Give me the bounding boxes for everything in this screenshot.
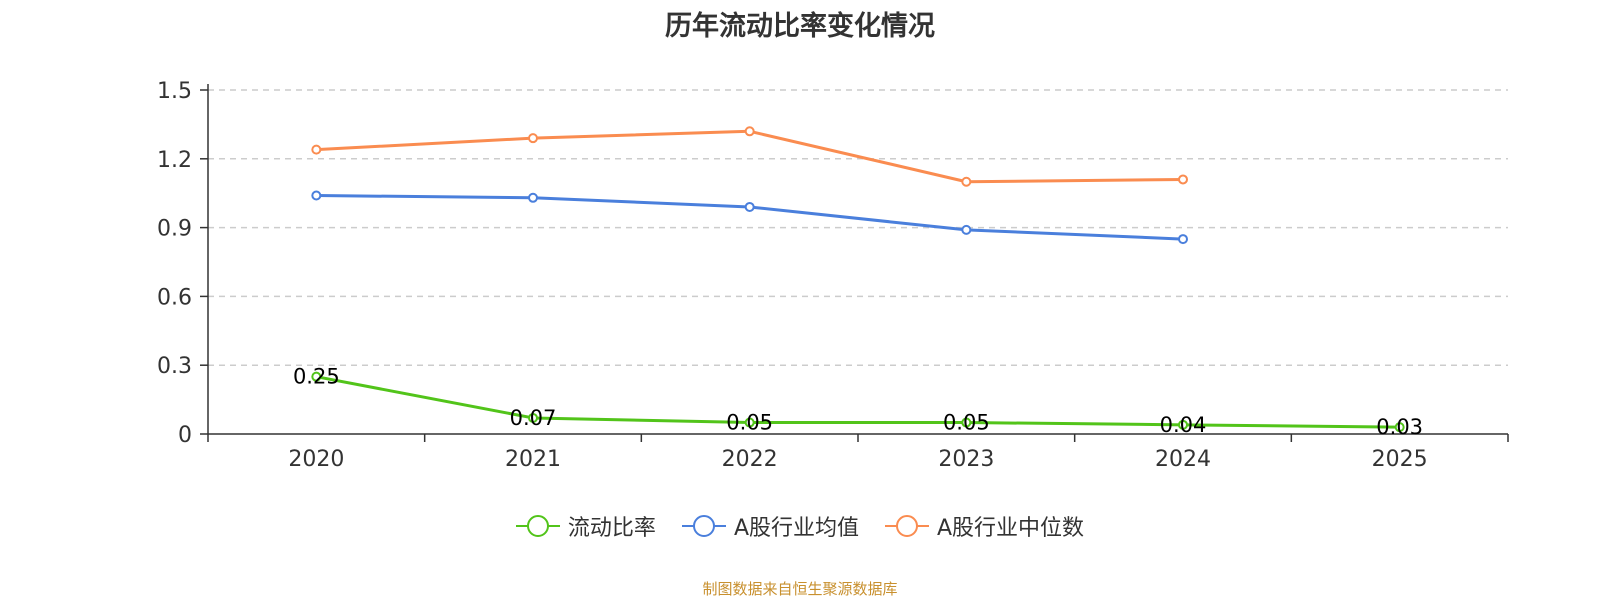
data-label-current-ratio-2024: 0.04 (1160, 413, 1207, 437)
y-tick-label-1: 0.3 (157, 354, 192, 379)
legend: 流动比率 A股行业均值 A股行业中位数 (0, 510, 1600, 542)
data-label-current-ratio-2022: 0.05 (726, 411, 773, 435)
x-tick-label-2020: 2020 (288, 447, 344, 472)
data-point-current-ratio-2023 (961, 417, 972, 428)
x-tick-label-2023: 2023 (938, 447, 994, 472)
x-tick-label-2024: 2024 (1155, 447, 1211, 472)
x-tick-label-2021: 2021 (505, 447, 561, 472)
data-point-industry-mean-2024 (1178, 234, 1188, 245)
data-label-current-ratio-2025: 0.03 (1376, 415, 1423, 439)
data-point-industry-mean-2021 (528, 192, 538, 203)
y-tick-label-5: 1.5 (157, 79, 192, 104)
data-point-current-ratio-2021 (528, 412, 538, 423)
legend-label-current-ratio: 流动比率 (567, 516, 656, 541)
data-point-industry-median-2020 (311, 144, 322, 155)
legend-swatch-current-ratio (515, 515, 560, 537)
legend-label-industry-median: A股行业中位数 (937, 516, 1085, 541)
y-tick-label-4: 1.2 (157, 148, 192, 173)
source-note: 制图数据来自恒生聚源数据库 (702, 580, 898, 598)
data-point-industry-mean-2020 (311, 190, 322, 201)
data-label-current-ratio-2021: 0.07 (510, 406, 557, 430)
data-point-industry-mean-2022 (744, 201, 755, 212)
data-point-current-ratio-2025 (1394, 422, 1405, 433)
legend-item-industry-mean[interactable]: A股行业均值 (681, 510, 859, 542)
legend-swatch-industry-mean (681, 515, 726, 537)
y-tick-label-2: 0.6 (157, 285, 192, 310)
data-point-industry-median-2023 (961, 176, 972, 187)
y-tick-label-3: 0.9 (157, 217, 192, 242)
series-line-industry-median (316, 129, 1184, 184)
data-point-current-ratio-2022 (744, 417, 755, 428)
legend-item-industry-median[interactable]: A股行业中位数 (885, 510, 1084, 542)
data-point-current-ratio-2024 (1178, 419, 1188, 430)
legend-item-current-ratio[interactable]: 流动比率 (515, 510, 656, 542)
chart-title: 历年流动比率变化情况 (665, 11, 935, 42)
series-line-current-ratio (316, 375, 1400, 429)
data-point-industry-median-2024 (1178, 174, 1188, 185)
data-label-current-ratio-2020: 0.25 (293, 365, 340, 389)
data-point-industry-median-2021 (528, 133, 538, 144)
legend-swatch-industry-median (885, 515, 929, 537)
x-tick-label-2025: 2025 (1372, 447, 1428, 472)
x-tick-label-2022: 2022 (722, 447, 778, 472)
legend-label-industry-mean: A股行业均值 (733, 516, 859, 541)
data-point-industry-mean-2023 (961, 224, 972, 235)
data-label-current-ratio-2023: 0.05 (943, 411, 990, 435)
y-tick-label-0: 0 (178, 423, 192, 448)
data-point-current-ratio-2020 (311, 371, 322, 382)
data-point-industry-median-2022 (744, 126, 755, 137)
